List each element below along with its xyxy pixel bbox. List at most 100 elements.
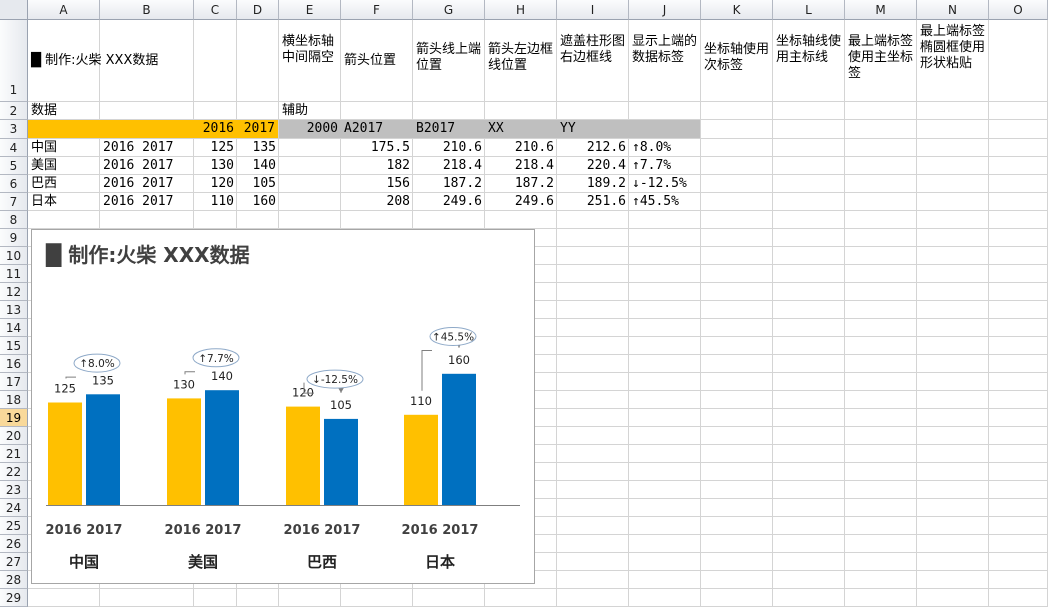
cell-value-2016[interactable]: 130	[210, 158, 234, 173]
cell-cover-right-border[interactable]: 251.6	[586, 194, 626, 209]
cell-j1[interactable]: 显示上端的数据标签	[629, 20, 701, 102]
column-header-l[interactable]: L	[773, 0, 845, 20]
row-header-10[interactable]: 10	[0, 247, 28, 265]
row-header-9[interactable]: 9	[0, 229, 28, 247]
column-header-c[interactable]: C	[194, 0, 237, 20]
cell-change-label[interactable]: ↑8.0%	[632, 140, 672, 155]
cell-value-2016[interactable]: 110	[210, 194, 234, 209]
column-header-f[interactable]: F	[341, 0, 413, 20]
cell-j3[interactable]	[629, 120, 701, 139]
row-header-29[interactable]: 29	[0, 589, 28, 607]
cell-years[interactable]: 2016 2017	[103, 176, 174, 191]
row-header-4[interactable]: 4	[0, 139, 28, 157]
cell-arrow-left-border[interactable]: 218.4	[514, 158, 554, 173]
cell-years[interactable]: 2016 2017	[103, 194, 174, 209]
row-header-20[interactable]: 20	[0, 427, 28, 445]
cell-a2[interactable]: 数据	[28, 102, 100, 120]
row-header-6[interactable]: 6	[0, 175, 28, 193]
row-header-11[interactable]: 11	[0, 265, 28, 283]
cell-l1[interactable]: 坐标轴线使用主标线	[773, 20, 845, 102]
cell-d3[interactable]: 2017	[237, 120, 279, 139]
cell-e2[interactable]: 辅助	[279, 102, 341, 120]
column-header-k[interactable]: K	[701, 0, 773, 20]
row-header-3[interactable]: 3	[0, 120, 28, 139]
cell-value-2016[interactable]: 125	[210, 140, 234, 155]
column-header-o[interactable]: O	[989, 0, 1048, 20]
row-header-28[interactable]: 28	[0, 571, 28, 589]
cell-e3[interactable]: 2000	[279, 120, 341, 139]
cell-f3[interactable]: A2017	[341, 120, 413, 139]
row-header-25[interactable]: 25	[0, 517, 28, 535]
row-header-15[interactable]: 15	[0, 337, 28, 355]
cell-arrow-line-top[interactable]: 249.6	[442, 194, 482, 209]
cell-value-2017[interactable]: 105	[252, 176, 276, 191]
cell-arrow-line-top[interactable]: 187.2	[442, 176, 482, 191]
row-header-2[interactable]: 2	[0, 102, 28, 120]
cell-cover-right-border[interactable]: 220.4	[586, 158, 626, 173]
row-header-1[interactable]: 1	[0, 20, 28, 102]
cell-arrow-position[interactable]: 208	[386, 194, 410, 209]
cell-value-2017[interactable]: 140	[252, 158, 276, 173]
embedded-bar-chart[interactable]: █ 制作:火柴 XXX数据 125 135 ↑8.0% 2016 2017 中国 130 14…	[31, 229, 535, 584]
cell-country[interactable]: 日本	[31, 194, 58, 209]
row-header-14[interactable]: 14	[0, 319, 28, 337]
column-header-d[interactable]: D	[237, 0, 279, 20]
cell-m1[interactable]: 最上端标签使用主坐标签	[845, 20, 917, 102]
cell-n1[interactable]: 最上端标签椭圆框使用形状粘贴	[917, 20, 989, 102]
cell-arrow-left-border[interactable]: 210.6	[514, 140, 554, 155]
cell-k1[interactable]: 坐标轴使用次标签	[701, 20, 773, 102]
row-header-23[interactable]: 23	[0, 481, 28, 499]
row-header-5[interactable]: 5	[0, 157, 28, 175]
row-header-16[interactable]: 16	[0, 355, 28, 373]
cell-country[interactable]: 巴西	[31, 176, 58, 191]
cell-c3[interactable]: 2016	[194, 120, 237, 139]
row-header-8[interactable]: 8	[0, 211, 28, 229]
cell-arrow-left-border[interactable]: 249.6	[514, 194, 554, 209]
cell-arrow-line-top[interactable]: 218.4	[442, 158, 482, 173]
cell-i1[interactable]: 遮盖柱形图右边框线	[557, 20, 629, 102]
cell-country[interactable]: 美国	[31, 158, 58, 173]
cell-h3[interactable]: XX	[485, 120, 557, 139]
cell-value-2017[interactable]: 160	[252, 194, 276, 209]
cell-change-label[interactable]: ↑7.7%	[632, 158, 672, 173]
column-header-h[interactable]: H	[485, 0, 557, 20]
column-header-b[interactable]: B	[100, 0, 194, 20]
cell-cover-right-border[interactable]: 212.6	[586, 140, 626, 155]
column-header-m[interactable]: M	[845, 0, 917, 20]
cell-a1[interactable]: █ 制作:火柴 XXX数据	[28, 20, 279, 102]
cell-country[interactable]: 中国	[31, 140, 58, 155]
cell-arrow-position[interactable]: 156	[386, 176, 410, 191]
cell-arrow-line-top[interactable]: 210.6	[442, 140, 482, 155]
cell-g1[interactable]: 箭头线上端位置	[413, 20, 485, 102]
cell-years[interactable]: 2016 2017	[103, 140, 174, 155]
cell-value-2017[interactable]: 135	[252, 140, 276, 155]
column-header-i[interactable]: I	[557, 0, 629, 20]
cell-value-2016[interactable]: 120	[210, 176, 234, 191]
cell-e1[interactable]: 横坐标轴中间隔空	[279, 20, 341, 102]
row-header-17[interactable]: 17	[0, 373, 28, 391]
row-header-18[interactable]: 18	[0, 391, 28, 409]
cell-arrow-position[interactable]: 175.5	[370, 140, 410, 155]
row-header-22[interactable]: 22	[0, 463, 28, 481]
cell-i3[interactable]: YY	[557, 120, 629, 139]
cell-f1[interactable]: 箭头位置	[341, 20, 413, 102]
row-header-19[interactable]: 19	[0, 409, 28, 427]
column-header-g[interactable]: G	[413, 0, 485, 20]
row-header-27[interactable]: 27	[0, 553, 28, 571]
row-header-24[interactable]: 24	[0, 499, 28, 517]
row-header-12[interactable]: 12	[0, 283, 28, 301]
column-header-j[interactable]: J	[629, 0, 701, 20]
row-header-21[interactable]: 21	[0, 445, 28, 463]
cell-change-label[interactable]: ↓-12.5%	[632, 176, 687, 191]
cell-years[interactable]: 2016 2017	[103, 158, 174, 173]
cell-change-label[interactable]: ↑45.5%	[632, 194, 679, 209]
column-header-n[interactable]: N	[917, 0, 989, 20]
cell-g3[interactable]: B2017	[413, 120, 485, 139]
column-header-e[interactable]: E	[279, 0, 341, 20]
cell-arrow-position[interactable]: 182	[386, 158, 410, 173]
row-header-7[interactable]: 7	[0, 193, 28, 211]
cell-h1[interactable]: 箭头左边框线位置	[485, 20, 557, 102]
select-all-corner[interactable]	[0, 0, 28, 20]
row-header-26[interactable]: 26	[0, 535, 28, 553]
